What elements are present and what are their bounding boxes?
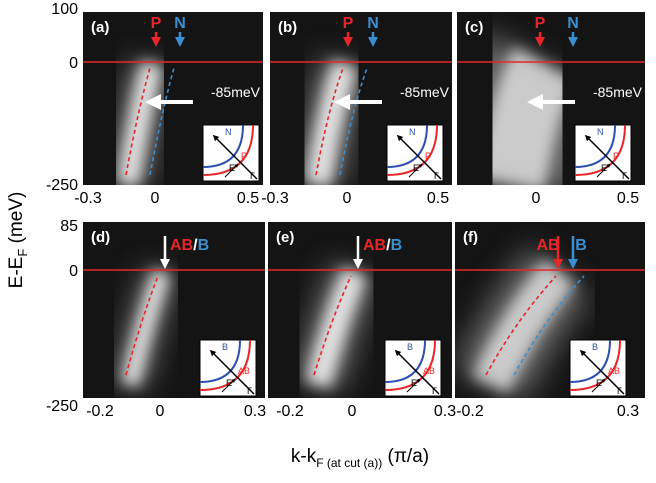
inset-label: N	[409, 127, 416, 137]
inset-label: AB	[423, 366, 435, 376]
panel-label: (a)	[91, 19, 109, 36]
panel-label: (c)	[465, 19, 483, 36]
x-tick-label: -0.2	[456, 403, 484, 420]
marker-part: B	[391, 237, 403, 254]
x-tick-label: -0.3	[74, 190, 102, 207]
marker-label: AB/B	[363, 237, 402, 254]
inset-label: Γ	[432, 386, 437, 396]
inset-label: B	[407, 342, 413, 352]
marker-part: B	[198, 237, 210, 254]
y-tick-label: 0	[69, 55, 78, 72]
panel: (b)PN-85meVNPEΓ-0.300.5	[261, 12, 452, 207]
energy-label: -85meV	[400, 84, 450, 100]
marker-label: N	[567, 15, 579, 32]
x-tick-label: 0	[151, 190, 160, 207]
inset-label: Γ	[247, 386, 252, 396]
x-tick-label: 0	[343, 190, 352, 207]
panel-label: (f)	[463, 229, 478, 246]
inset-label: E	[229, 163, 235, 173]
energy-label: -85meV	[593, 84, 643, 100]
inset-label: AB	[608, 366, 620, 376]
inset-label: E	[226, 378, 232, 388]
x-tick-label: 0	[156, 403, 165, 420]
marker-part: AB	[170, 237, 193, 254]
x-tick-label: 0.3	[434, 403, 456, 420]
spectral-glow-core	[510, 64, 545, 185]
inset-label: Γ	[250, 171, 255, 181]
panel-label: (d)	[91, 229, 110, 246]
marker-part: AB	[363, 237, 386, 254]
inset-label: P	[241, 151, 247, 161]
panel: (f) AB B B AB E Γ -0.2 0.3	[455, 222, 645, 420]
x-tick-label: -0.2	[86, 403, 114, 420]
inset-label: N	[225, 127, 232, 137]
y-axis-label: E-EF (meV)	[6, 192, 30, 289]
y-tick-label: 100	[51, 1, 78, 18]
inset-label: B	[222, 342, 228, 352]
inset-label: E	[413, 163, 419, 173]
marker-label: AB/B	[170, 237, 209, 254]
marker-label: N	[174, 15, 186, 32]
x-tick-label: 0.3	[244, 403, 266, 420]
marker-label: P	[535, 15, 546, 32]
inset-label: B	[592, 342, 598, 352]
inset-label: AB	[238, 366, 250, 376]
x-tick-label: 0	[532, 190, 541, 207]
y-tick-label: 85	[60, 218, 78, 235]
x-tick-label: 0.3	[617, 403, 639, 420]
inset-label: P	[613, 151, 619, 161]
y-tick-label: 0	[69, 263, 78, 280]
inset-label: N	[597, 127, 604, 137]
marker-label: N	[367, 15, 379, 32]
x-tick-label: -0.3	[261, 190, 289, 207]
marker-label: B	[575, 237, 587, 254]
inset-label: E	[601, 163, 607, 173]
marker-label: P	[151, 15, 162, 32]
panel-label: (e)	[276, 229, 294, 246]
marker-label: P	[343, 15, 354, 32]
x-axis-label: k-kF (at cut (a)) (π/a)	[291, 446, 429, 470]
x-tick-label: 0.5	[237, 190, 259, 207]
x-tick-label: 0.5	[427, 190, 449, 207]
marker-label: AB	[536, 237, 559, 254]
figure: E-EF (meV) k-kF (at cut (a)) (π/a) 100 0 -…	[0, 0, 656, 478]
x-tick-label: 0.5	[617, 190, 639, 207]
inset-label: E	[596, 378, 602, 388]
panel: (d)AB/BBABEΓ-0.200.3	[83, 222, 266, 420]
x-tick-label: -0.2	[276, 403, 304, 420]
energy-label: -85meV	[211, 84, 261, 100]
panel-label: (b)	[278, 19, 297, 36]
inset-label: P	[425, 151, 431, 161]
inset-label: Γ	[434, 171, 439, 181]
inset-label: Γ	[617, 386, 622, 396]
inset-label: Γ	[622, 171, 627, 181]
x-tick-label: 0	[348, 403, 357, 420]
y-tick-label: -250	[46, 398, 78, 415]
inset-label: E	[411, 378, 417, 388]
